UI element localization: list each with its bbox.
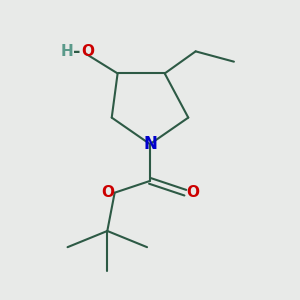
Text: O: O — [81, 44, 94, 59]
Text: O: O — [186, 185, 199, 200]
Text: H: H — [61, 44, 73, 59]
Text: -: - — [73, 43, 81, 61]
Text: O: O — [101, 185, 114, 200]
Text: N: N — [143, 135, 157, 153]
